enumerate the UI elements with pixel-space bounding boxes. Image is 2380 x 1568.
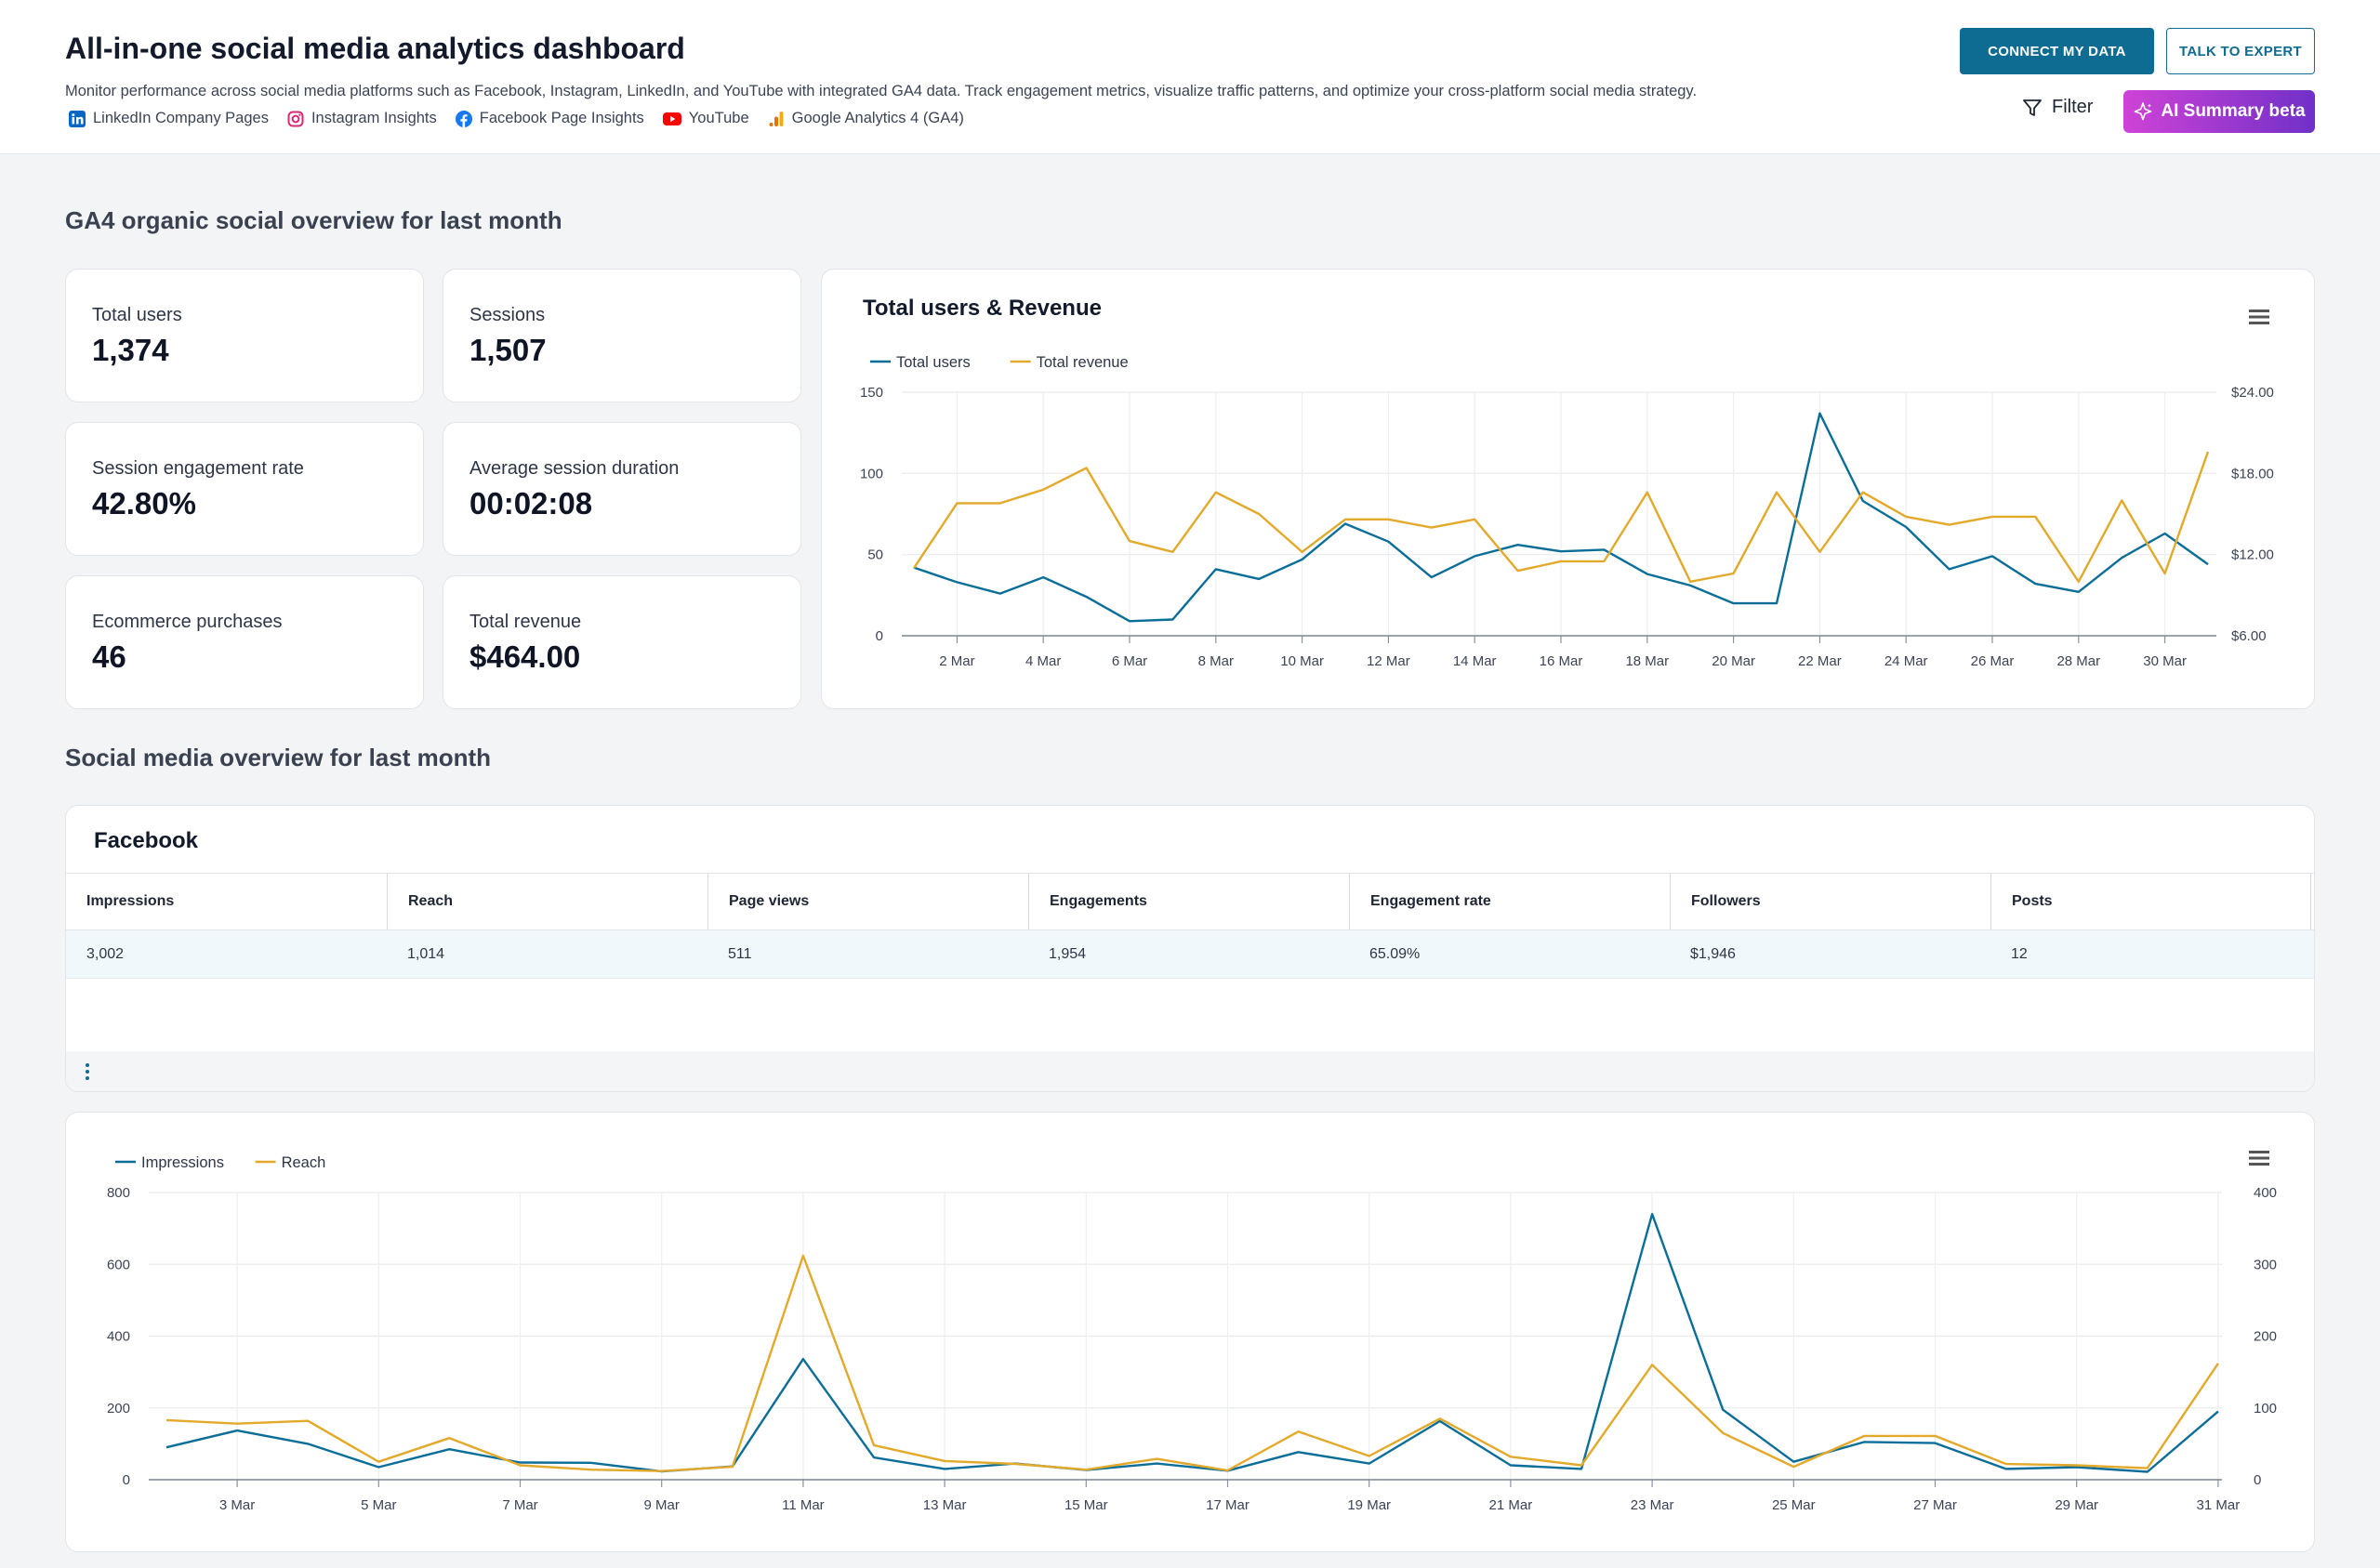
chart-menu-icon[interactable] bbox=[2249, 1150, 2269, 1166]
kpi-card-session-duration: Average session duration 00:02:08 bbox=[443, 422, 801, 556]
source-label: LinkedIn Company Pages bbox=[93, 110, 269, 126]
kpi-label: Total revenue bbox=[469, 612, 582, 632]
x-axis-tick-label: 26 Mar bbox=[1971, 653, 2015, 669]
more-options-icon[interactable] bbox=[85, 1062, 90, 1081]
y-axis-tick-label: 150 bbox=[860, 385, 883, 401]
kpi-value: 1,374 bbox=[92, 333, 169, 367]
kpi-value: 46 bbox=[92, 639, 126, 674]
kpi-label: Sessions bbox=[469, 305, 546, 325]
table-cell: $1,946 bbox=[1690, 945, 1736, 962]
source-youtube: YouTube bbox=[662, 110, 749, 127]
table-footer bbox=[66, 1051, 2314, 1091]
facebook-title: Facebook bbox=[94, 828, 199, 853]
kpi-value: 1,507 bbox=[469, 333, 547, 367]
legend-label: Total revenue bbox=[1037, 354, 1129, 371]
x-axis-tick-label: 14 Mar bbox=[1453, 653, 1497, 669]
table-cell: 1,954 bbox=[1049, 945, 1087, 962]
column-header[interactable]: Impressions bbox=[86, 893, 175, 909]
kpi-label: Ecommerce purchases bbox=[92, 612, 283, 632]
source-label: Google Analytics 4 (GA4) bbox=[791, 110, 964, 126]
y2-axis-tick-label: $18.00 bbox=[2231, 466, 2274, 481]
data-sources-list: LinkedIn Company Pages Instagram Insight… bbox=[69, 110, 983, 127]
table-cell: 65.09% bbox=[1369, 945, 1421, 962]
linkedin-icon bbox=[69, 110, 86, 127]
ga4-icon bbox=[769, 111, 784, 126]
source-facebook: Facebook Page Insights bbox=[455, 110, 644, 127]
x-axis-tick-label: 16 Mar bbox=[1540, 653, 1583, 669]
kpi-value: $464.00 bbox=[469, 639, 581, 674]
kpi-value: 42.80% bbox=[92, 486, 196, 520]
y-axis-tick-label: 0 bbox=[876, 628, 883, 644]
x-axis-tick-label: 20 Mar bbox=[1712, 653, 1755, 669]
x-axis-tick-label: 22 Mar bbox=[1798, 653, 1842, 669]
filter-button[interactable]: Filter bbox=[2022, 97, 2093, 118]
page-title: All-in-one social media analytics dashbo… bbox=[65, 32, 685, 65]
youtube-icon bbox=[662, 112, 681, 125]
source-label: Instagram Insights bbox=[311, 110, 437, 126]
ai-summary-button[interactable]: AI Summary beta bbox=[2123, 90, 2315, 133]
x-axis-tick-label: 10 Mar bbox=[1280, 653, 1324, 669]
y2-axis-tick-label: $12.00 bbox=[2231, 547, 2274, 563]
impressions-reach-chart-card bbox=[65, 1112, 2315, 1552]
kpi-card-total-revenue: Total revenue $464.00 bbox=[443, 575, 801, 709]
kpi-label: Average session duration bbox=[469, 458, 680, 479]
table-row: 3,002 1,014 511 1,954 65.09% $1,946 12 bbox=[66, 930, 2314, 979]
source-label: YouTube bbox=[688, 110, 749, 126]
table-cell: 3,002 bbox=[86, 945, 125, 962]
y-axis-tick-label: 50 bbox=[867, 547, 883, 563]
source-ga4: Google Analytics 4 (GA4) bbox=[768, 110, 964, 127]
source-label: Facebook Page Insights bbox=[479, 110, 644, 126]
filter-label: Filter bbox=[2052, 97, 2094, 117]
column-header[interactable]: Engagements bbox=[1028, 874, 1349, 929]
kpi-label: Total users bbox=[92, 305, 182, 325]
ai-summary-label: AI Summary beta bbox=[2161, 101, 2306, 121]
x-axis-tick-label: 30 Mar bbox=[2143, 653, 2187, 669]
column-header[interactable]: Page views bbox=[707, 874, 1028, 929]
kpi-card-sessions: Sessions 1,507 bbox=[443, 269, 801, 402]
ga4-section-title: GA4 organic social overview for last mon… bbox=[65, 206, 562, 234]
page-description: Monitor performance across social media … bbox=[65, 83, 1698, 99]
facebook-table-card: Facebook Impressions Reach Page views En… bbox=[65, 805, 2315, 1092]
filter-icon bbox=[2023, 99, 2042, 116]
table-cell: 511 bbox=[728, 945, 752, 962]
x-axis-tick-label: 8 Mar bbox=[1198, 653, 1234, 669]
table-cell: 1,014 bbox=[407, 945, 445, 962]
y-axis-tick-label: 100 bbox=[860, 466, 883, 481]
x-axis-tick-label: 6 Mar bbox=[1112, 653, 1147, 669]
source-linkedin: LinkedIn Company Pages bbox=[69, 110, 269, 127]
chart-title: Total users & Revenue bbox=[863, 296, 1102, 321]
social-section-title: Social media overview for last month bbox=[65, 744, 492, 771]
series-line-total-revenue bbox=[913, 451, 2210, 583]
table-cell: 12 bbox=[2011, 945, 2028, 962]
talk-to-expert-button[interactable]: TALK TO EXPERT bbox=[2166, 28, 2315, 74]
facebook-icon bbox=[455, 110, 472, 127]
column-header[interactable]: Posts bbox=[1990, 874, 2311, 929]
sparkle-icon bbox=[2135, 102, 2152, 121]
y2-axis-tick-label: $6.00 bbox=[2231, 628, 2267, 644]
column-header[interactable]: Engagement rate bbox=[1349, 874, 1670, 929]
x-axis-tick-label: 18 Mar bbox=[1625, 653, 1669, 669]
series-line-total-users bbox=[913, 412, 2209, 623]
source-instagram: Instagram Insights bbox=[287, 110, 437, 127]
connect-my-data-button[interactable]: CONNECT MY DATA bbox=[1960, 28, 2154, 74]
kpi-card-total-users: Total users 1,374 bbox=[65, 269, 424, 402]
column-header[interactable]: Reach bbox=[387, 874, 707, 929]
dashboard-header: All-in-one social media analytics dashbo… bbox=[0, 0, 2380, 154]
x-axis-tick-label: 2 Mar bbox=[939, 653, 974, 669]
legend-label: Total users bbox=[896, 354, 971, 371]
x-axis-tick-label: 12 Mar bbox=[1367, 653, 1410, 669]
x-axis-tick-label: 24 Mar bbox=[1884, 653, 1928, 669]
table-header: Impressions Reach Page views Engagements… bbox=[66, 873, 2314, 930]
x-axis-tick-label: 4 Mar bbox=[1025, 653, 1061, 669]
chart-menu-icon[interactable] bbox=[2249, 309, 2269, 325]
kpi-card-engagement-rate: Session engagement rate 42.80% bbox=[65, 422, 424, 556]
kpi-label: Session engagement rate bbox=[92, 458, 304, 479]
y2-axis-tick-label: $24.00 bbox=[2231, 385, 2274, 401]
instagram-icon bbox=[287, 111, 304, 126]
kpi-value: 00:02:08 bbox=[469, 486, 593, 520]
kpi-card-ecommerce-purchases: Ecommerce purchases 46 bbox=[65, 575, 424, 709]
column-header[interactable]: Followers bbox=[1670, 874, 1990, 929]
x-axis-tick-label: 28 Mar bbox=[2056, 653, 2100, 669]
